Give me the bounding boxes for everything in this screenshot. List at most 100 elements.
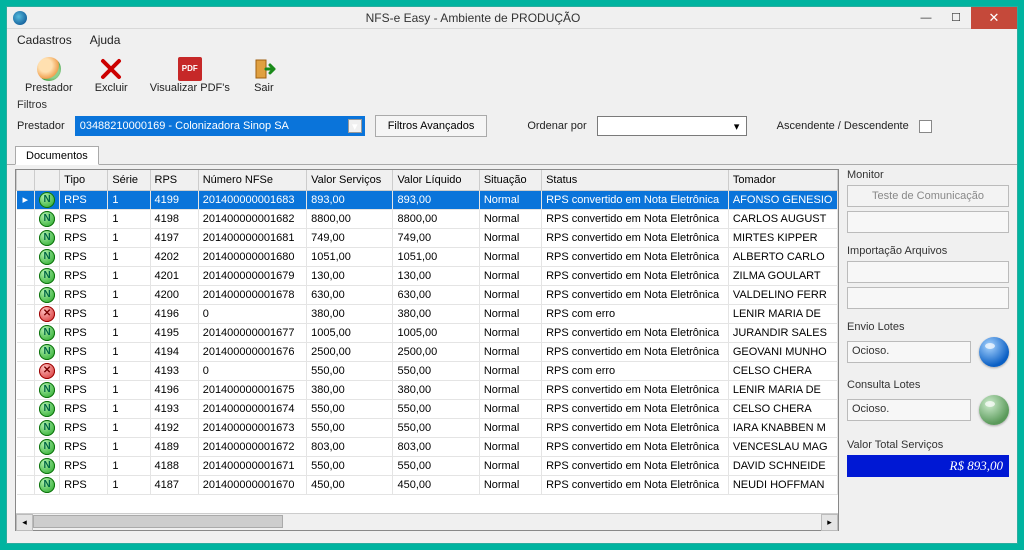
status-ok-icon (39, 211, 55, 227)
status-ok-icon (39, 249, 55, 265)
people-icon (37, 57, 61, 81)
scrollbar-thumb[interactable] (33, 515, 283, 528)
blue-orb-icon (979, 337, 1009, 367)
tab-strip: Documentos (7, 143, 1017, 165)
table-row[interactable]: RPS14193201400000001674550,00550,00Norma… (17, 399, 838, 418)
orderby-combo[interactable]: ▾ (597, 116, 747, 136)
advanced-filters-button[interactable]: Filtros Avançados (375, 115, 488, 137)
status-error-icon (39, 363, 55, 379)
app-icon (13, 11, 27, 25)
column-header[interactable] (35, 170, 60, 190)
menu-bar: Cadastros Ajuda (7, 29, 1017, 51)
column-header[interactable]: Número NFSe (198, 170, 306, 190)
status-ok-icon (39, 439, 55, 455)
table-row[interactable]: RPS14189201400000001672803,00803,00Norma… (17, 437, 838, 456)
column-header[interactable] (17, 170, 35, 190)
filters-row: Prestador 03488210000169 - Colonizadora … (7, 113, 1017, 143)
toolbar-sair-label: Sair (254, 82, 274, 94)
scroll-left-icon[interactable]: ◂ (16, 514, 33, 531)
column-header[interactable]: Valor Serviços (307, 170, 393, 190)
table-row[interactable]: RPS14192201400000001673550,00550,00Norma… (17, 418, 838, 437)
column-header[interactable]: RPS (150, 170, 198, 190)
table-row[interactable]: RPS14188201400000001671550,00550,00Norma… (17, 456, 838, 475)
test-status-box (847, 211, 1009, 233)
table-row[interactable]: RPS142022014000000016801051,001051,00Nor… (17, 247, 838, 266)
table-row[interactable]: RPS141982014000000016828800,008800,00Nor… (17, 209, 838, 228)
status-ok-icon (39, 344, 55, 360)
column-header[interactable]: Série (108, 170, 150, 190)
table-row[interactable]: RPS14201201400000001679130,00130,00Norma… (17, 266, 838, 285)
table-row[interactable]: RPS14196201400000001675380,00380,00Norma… (17, 380, 838, 399)
table-row[interactable]: RPS141952014000000016771005,001005,00Nor… (17, 323, 838, 342)
total-services-label: Valor Total Serviços (847, 439, 1009, 451)
status-ok-icon (39, 477, 55, 493)
toolbar-prestador[interactable]: Prestador (15, 53, 83, 97)
menu-cadastros[interactable]: Cadastros (17, 33, 72, 47)
consulta-status-box: Ocioso. (847, 399, 971, 421)
import-files-label: Importação Arquivos (847, 245, 1009, 257)
column-header[interactable]: Valor Líquido (393, 170, 479, 190)
toolbar-pdf[interactable]: PDF Visualizar PDF's (140, 53, 240, 97)
menu-ajuda[interactable]: Ajuda (90, 33, 121, 47)
column-header[interactable]: Tomador (728, 170, 837, 190)
table-row[interactable]: RPS141942014000000016762500,002500,00Nor… (17, 342, 838, 361)
asc-desc-checkbox[interactable] (919, 120, 932, 133)
prestador-combo-value: 03488210000169 - Colonizadora Sinop SA (80, 120, 289, 132)
column-header[interactable]: Situação (479, 170, 541, 190)
envio-status-box: Ocioso. (847, 341, 971, 363)
table-row[interactable]: RPS14187201400000001670450,00450,00Norma… (17, 475, 838, 494)
tab-documentos[interactable]: Documentos (15, 146, 99, 165)
import-status-box-2 (847, 287, 1009, 309)
table-row[interactable]: ▸RPS14199201400000001683893,00893,00Norm… (17, 190, 838, 209)
test-communication-button[interactable]: Teste de Comunicação (847, 185, 1009, 207)
monitor-panel: Monitor Teste de Comunicação Importação … (847, 169, 1009, 531)
status-error-icon (39, 306, 55, 322)
prestador-label: Prestador (17, 120, 65, 132)
maximize-button[interactable]: ☐ (941, 7, 971, 29)
exit-door-icon (252, 57, 276, 81)
table-row[interactable]: RPS14200201400000001678630,00630,00Norma… (17, 285, 838, 304)
chevron-down-icon: ▾ (730, 119, 744, 133)
table-row[interactable]: RPS141930550,00550,00NormalRPS com erroC… (17, 361, 838, 380)
envio-lotes-label: Envio Lotes (847, 321, 1009, 333)
asc-desc-label: Ascendente / Descendente (777, 120, 909, 132)
status-ok-icon (39, 382, 55, 398)
status-ok-icon (39, 458, 55, 474)
column-header[interactable]: Tipo (60, 170, 108, 190)
toolbar-pdf-label: Visualizar PDF's (150, 82, 230, 94)
table-row[interactable]: RPS141960380,00380,00NormalRPS com erroL… (17, 304, 838, 323)
column-header[interactable]: Status (542, 170, 729, 190)
total-services-value: R$ 893,00 (847, 455, 1009, 477)
green-orb-icon (979, 395, 1009, 425)
documents-grid[interactable]: TipoSérieRPSNúmero NFSeValor ServiçosVal… (15, 169, 839, 531)
status-ok-icon (39, 420, 55, 436)
delete-x-icon (99, 57, 123, 81)
import-status-box-1 (847, 261, 1009, 283)
consulta-lotes-label: Consulta Lotes (847, 379, 1009, 391)
status-ok-icon (39, 230, 55, 246)
orderby-label: Ordenar por (527, 120, 586, 132)
close-button[interactable]: ✕ (971, 7, 1017, 29)
table-row[interactable]: RPS14197201400000001681749,00749,00Norma… (17, 228, 838, 247)
status-ok-icon (39, 192, 55, 208)
app-window: NFS-e Easy - Ambiente de PRODUÇÃO ― ☐ ✕ … (6, 6, 1018, 544)
toolbar-prestador-label: Prestador (25, 82, 73, 94)
scroll-right-icon[interactable]: ▸ (821, 514, 838, 531)
status-ok-icon (39, 268, 55, 284)
monitor-title: Monitor (847, 169, 1009, 181)
title-bar[interactable]: NFS-e Easy - Ambiente de PRODUÇÃO ― ☐ ✕ (7, 7, 1017, 29)
toolbar-sair[interactable]: Sair (242, 53, 286, 97)
chevron-down-icon: ▾ (348, 119, 362, 133)
minimize-button[interactable]: ― (911, 7, 941, 29)
toolbar-excluir-label: Excluir (95, 82, 128, 94)
filters-section-label: Filtros (7, 99, 1017, 113)
status-ok-icon (39, 325, 55, 341)
status-ok-icon (39, 287, 55, 303)
toolbar: Prestador Excluir PDF Visualizar PDF's S… (7, 51, 1017, 99)
prestador-combo[interactable]: 03488210000169 - Colonizadora Sinop SA ▾ (75, 116, 365, 136)
status-ok-icon (39, 401, 55, 417)
toolbar-excluir[interactable]: Excluir (85, 53, 138, 97)
pdf-icon: PDF (178, 57, 202, 81)
window-title: NFS-e Easy - Ambiente de PRODUÇÃO (35, 11, 911, 25)
horizontal-scrollbar[interactable]: ◂ ▸ (16, 513, 838, 530)
